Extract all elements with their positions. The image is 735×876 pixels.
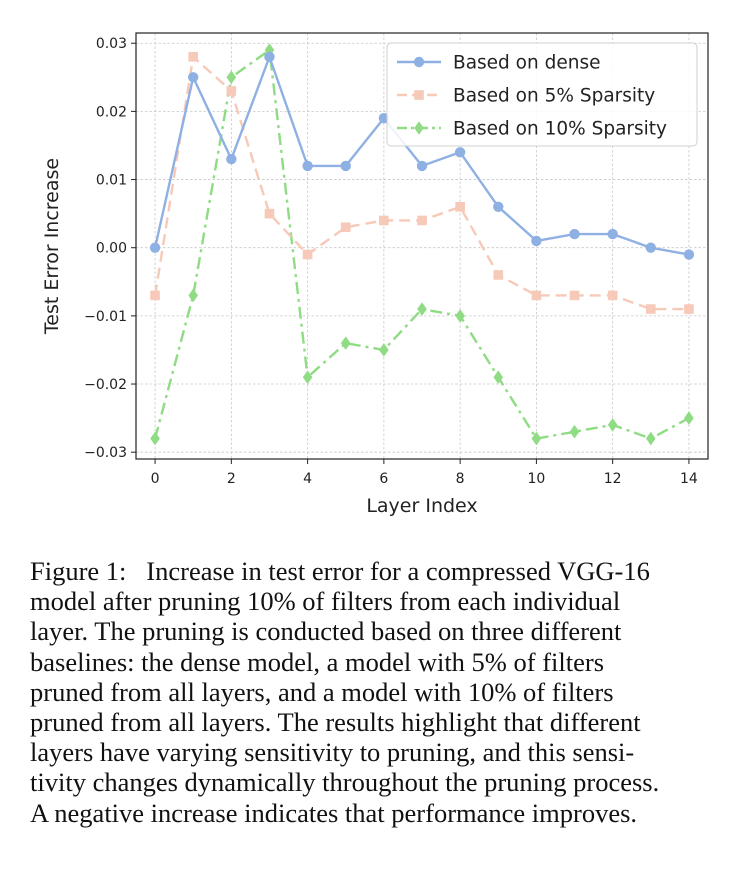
data-point <box>607 290 618 301</box>
y-tick-label: −0.02 <box>84 377 127 393</box>
series-3 <box>150 43 694 446</box>
data-point <box>493 270 504 280</box>
data-point <box>455 309 465 323</box>
y-axis-label: Test Error Increase <box>41 158 63 335</box>
data-point <box>302 160 313 172</box>
data-point <box>379 215 389 226</box>
data-point <box>302 370 313 385</box>
data-point <box>569 228 580 240</box>
caption-line: tivity changes dynamically throughout th… <box>30 767 660 798</box>
legend-marker <box>414 121 424 135</box>
legend-marker <box>413 56 425 68</box>
data-point <box>531 431 542 446</box>
data-point <box>149 242 161 253</box>
x-tick-label: 12 <box>604 471 622 487</box>
caption-line: A negative increase indicates that perfo… <box>30 797 638 828</box>
data-point <box>493 201 504 213</box>
caption-line: layers have varying sensitivity to pruni… <box>30 737 635 768</box>
data-point <box>340 160 351 172</box>
caption-line: baselines: the dense model, a model with… <box>30 646 605 677</box>
x-tick-label: 10 <box>527 471 545 487</box>
y-tick-label: −0.03 <box>84 445 127 461</box>
legend-entry: Based on dense <box>397 53 600 74</box>
y-tick-label: 0.01 <box>96 173 127 189</box>
data-point <box>188 72 199 83</box>
data-point <box>188 52 198 62</box>
data-point <box>379 343 389 357</box>
data-point <box>531 235 542 247</box>
caption-line: model after pruning 10% of filters from … <box>30 586 621 617</box>
data-point <box>264 43 275 57</box>
caption-line: layer. The pruning is conducted based on… <box>30 616 622 647</box>
data-point <box>569 290 580 301</box>
data-point <box>226 70 237 85</box>
data-point <box>226 86 237 96</box>
x-axis-label: Layer Index <box>366 495 477 517</box>
data-point <box>531 290 542 301</box>
series-1 <box>149 51 695 260</box>
y-tick-label: 0.03 <box>96 36 127 52</box>
series-2 <box>150 52 694 314</box>
y-tick-label: −0.01 <box>84 309 127 325</box>
data-point <box>264 208 275 219</box>
data-point <box>150 431 160 446</box>
x-tick-label: 0 <box>151 471 160 487</box>
caption-line: pruned from all layers. The results high… <box>30 707 641 738</box>
figure-caption: Figure 1: Increase in test error for a c… <box>30 556 720 828</box>
data-point <box>226 153 237 165</box>
legend-label: Based on dense <box>453 53 600 74</box>
data-point <box>607 228 618 240</box>
legend-entry: Based on 10% Sparsity <box>397 119 667 140</box>
x-tick-label: 14 <box>680 471 698 487</box>
x-tick-label: 6 <box>379 471 388 487</box>
legend-label: Based on 10% Sparsity <box>453 119 667 140</box>
plot-area-frame <box>135 32 709 460</box>
data-point <box>417 302 427 316</box>
data-point <box>645 242 656 253</box>
caption-line: pruned from all layers, and a model with… <box>30 676 614 707</box>
data-point <box>454 147 466 158</box>
legend-label: Based on 5% Sparsity <box>453 86 655 107</box>
data-point <box>188 288 198 303</box>
data-point <box>569 424 580 439</box>
data-point <box>378 113 390 124</box>
x-tick-label: 4 <box>303 471 312 487</box>
axis-ticks: 0 2 4 6 8 10 12 14 0.03 0.02 0.01 0.00 −0.01 −0.02 −0.… <box>84 36 698 487</box>
legend: Based on dense Based on 5% Sparsity Based … <box>386 42 698 147</box>
data-point <box>340 222 351 233</box>
series-line <box>153 48 690 440</box>
data-point <box>302 249 313 260</box>
caption-line: Figure 1: Increase in test error for a c… <box>30 556 650 586</box>
line-chart: 0 2 4 6 8 10 12 14 0.03 0.02 0.01 0.00 −0.01 −0.02 −0.… <box>41 32 709 517</box>
data-point <box>646 304 656 314</box>
data-point <box>264 51 275 63</box>
data-point <box>607 418 618 432</box>
x-tick-label: 2 <box>227 471 236 487</box>
data-point <box>684 411 694 425</box>
data-point <box>493 370 504 385</box>
data-point <box>683 249 695 260</box>
x-tick-label: 8 <box>456 471 465 487</box>
data-point <box>646 431 656 446</box>
series-group <box>149 43 695 446</box>
data-point <box>684 304 694 314</box>
data-point <box>455 202 465 212</box>
legend-entry: Based on 5% Sparsity <box>397 86 655 107</box>
y-tick-label: 0.00 <box>96 241 127 257</box>
y-tick-label: 0.02 <box>96 104 127 120</box>
data-point <box>417 215 427 226</box>
data-point <box>416 160 428 172</box>
legend-box <box>386 42 698 147</box>
legend-marker <box>414 90 424 100</box>
data-point <box>150 290 160 301</box>
data-point <box>340 336 351 350</box>
